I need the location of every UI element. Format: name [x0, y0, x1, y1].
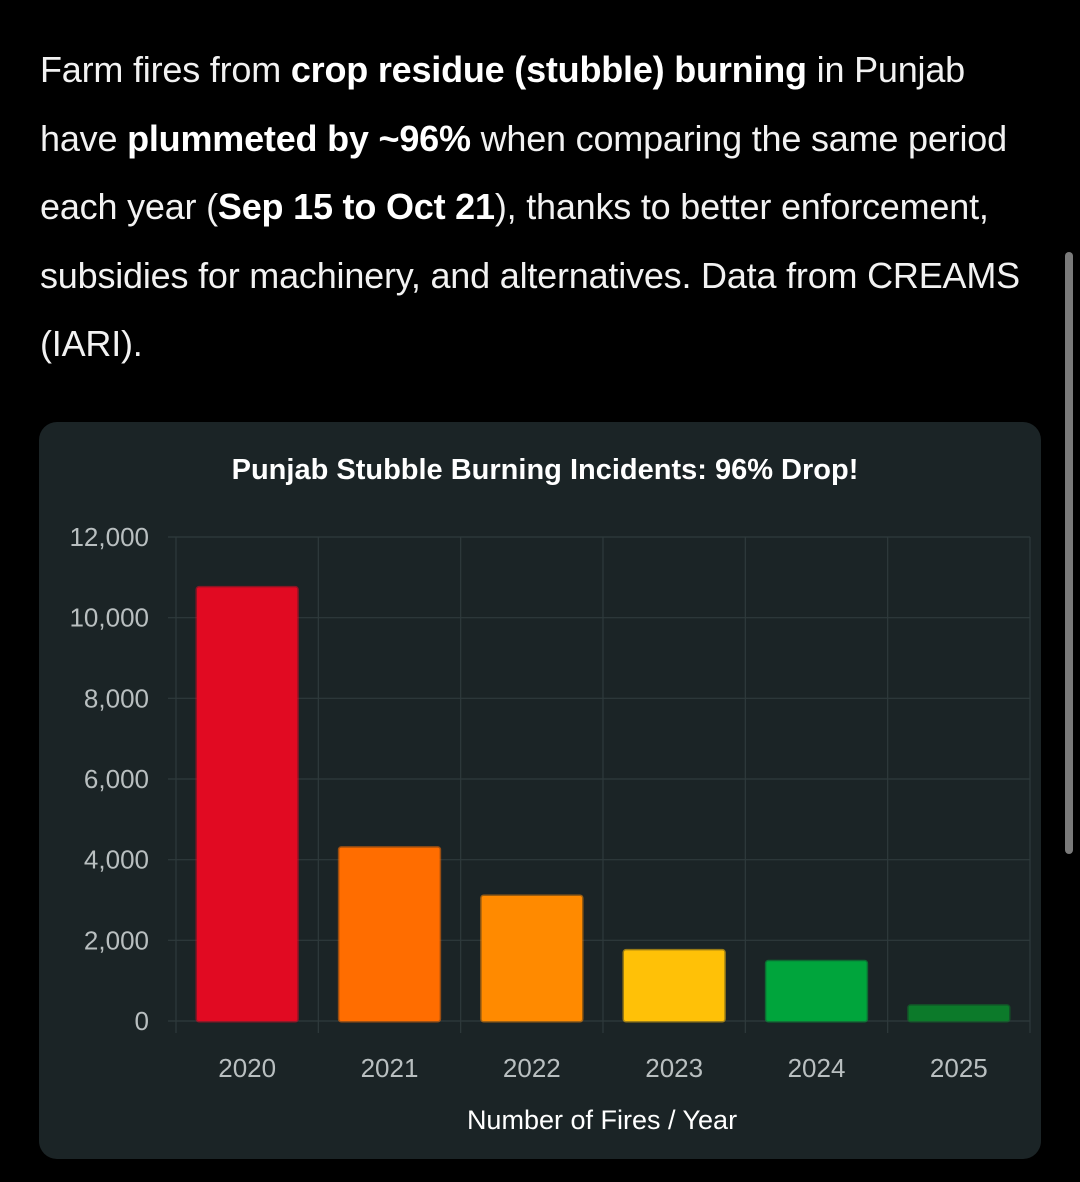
x-tick-label: 2022 — [503, 1053, 561, 1083]
x-tick-label: 2021 — [361, 1053, 419, 1083]
y-axis-ticks: 0 2,000 4,000 6,000 8,000 10,000 12,000 — [69, 522, 149, 1036]
scrollbar[interactable] — [1065, 252, 1073, 854]
chart-title: Punjab Stubble Burning Incidents: 96% Dr… — [232, 454, 859, 486]
y-tick-label: 2,000 — [84, 925, 149, 955]
bar-2025[interactable] — [907, 1004, 1011, 1023]
post-text-bold-segment: Sep 15 to Oct 21 — [217, 186, 495, 227]
x-tick-label: 2020 — [218, 1053, 276, 1083]
post-text-bold-segment: plummeted by ~96% — [127, 117, 471, 159]
post-text-segment: when comparing the same period each year… — [40, 117, 1007, 228]
x-tick-label: 2025 — [930, 1053, 988, 1083]
bar-2024[interactable] — [764, 959, 869, 1023]
bar-layer — [195, 585, 1011, 1023]
x-tick-label: 2024 — [788, 1053, 846, 1083]
bar-2023[interactable] — [622, 948, 726, 1023]
x-axis-ticks: 2020 2021 2022 2023 2024 2025 — [218, 1053, 988, 1083]
x-axis-label: Number of Fires / Year — [467, 1105, 737, 1135]
post-text-segment: Farm fires from — [40, 49, 291, 90]
post-text-segment: ), thanks to better enforcement, subsidi… — [40, 186, 1020, 364]
y-tick-label: 10,000 — [69, 603, 149, 633]
bar-2022[interactable] — [480, 894, 584, 1023]
grid-layer — [168, 536, 1031, 1033]
bar-2020[interactable] — [195, 585, 299, 1023]
bar-2021[interactable] — [337, 846, 442, 1023]
y-tick-label: 4,000 — [84, 845, 149, 875]
x-tick-label: 2023 — [645, 1053, 703, 1083]
y-tick-label: 0 — [135, 1006, 149, 1036]
y-tick-label: 8,000 — [84, 683, 149, 713]
y-tick-label: 6,000 — [84, 764, 149, 794]
post-text: Farm fires from crop residue (stubble) b… — [40, 36, 1050, 379]
post-text-bold-segment: crop residue (stubble) burning — [290, 49, 807, 90]
post-text-segment: in Punjab have — [40, 49, 965, 159]
chart-card: Punjab Stubble Burning Incidents: 96% Dr… — [39, 422, 1041, 1159]
y-tick-label: 12,000 — [69, 522, 149, 552]
bar-chart: Punjab Stubble Burning Incidents: 96% Dr… — [69, 454, 1031, 1135]
